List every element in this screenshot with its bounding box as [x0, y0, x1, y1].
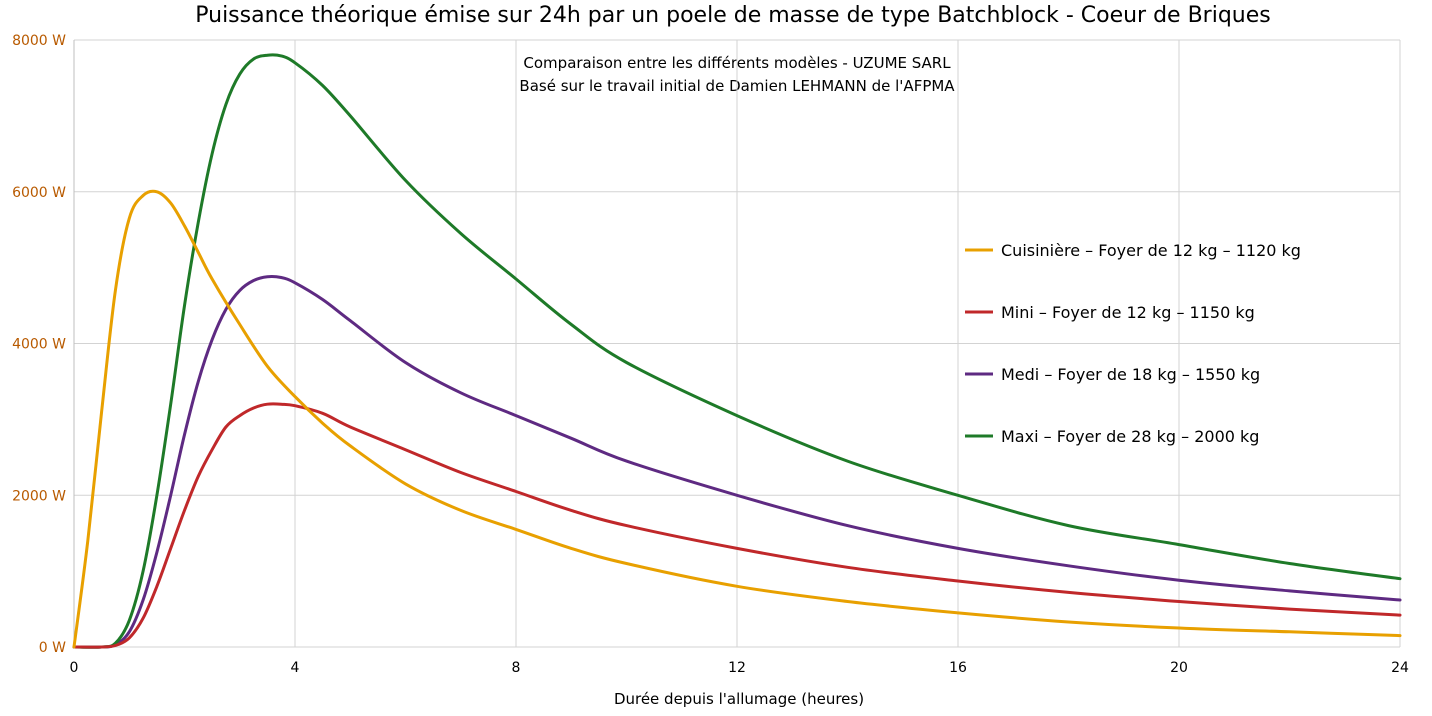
legend-label: Cuisinière – Foyer de 12 kg – 1120 kg [1001, 241, 1301, 260]
y-tick-label: 2000 W [12, 488, 66, 504]
x-axis-ticks: 0 4 8 12 16 20 24 [70, 660, 1409, 676]
legend-label: Maxi – Foyer de 28 kg – 2000 kg [1001, 427, 1259, 446]
x-tick-label: 4 [291, 660, 300, 676]
legend: Cuisinière – Foyer de 12 kg – 1120 kg Min… [965, 241, 1301, 446]
x-tick-label: 16 [949, 660, 967, 676]
y-tick-label: 6000 W [12, 185, 66, 201]
series-line-4 [72, 53, 1402, 649]
x-tick-label: 8 [512, 660, 521, 676]
chart-title: Puissance théorique émise sur 24h par un… [195, 3, 1271, 28]
y-tick-label: 8000 W [12, 33, 66, 49]
x-tick-label: 12 [728, 660, 746, 676]
legend-label: Medi – Foyer de 18 kg – 1550 kg [1001, 365, 1260, 384]
x-axis-label: Durée depuis l'allumage (heures) [614, 690, 864, 708]
plot-series [72, 53, 1402, 649]
gridlines [73, 39, 1401, 648]
series-line-3 [72, 274, 1402, 649]
series-line-1 [72, 189, 1402, 649]
x-tick-label: 0 [70, 660, 79, 676]
y-tick-label: 0 W [39, 640, 66, 656]
x-tick-label: 24 [1391, 660, 1409, 676]
x-tick-label: 20 [1170, 660, 1188, 676]
y-axis-ticks: 0 W 2000 W 4000 W 6000 W 8000 W [12, 33, 66, 656]
legend-label: Mini – Foyer de 12 kg – 1150 kg [1001, 303, 1255, 322]
y-tick-label: 4000 W [12, 337, 66, 353]
